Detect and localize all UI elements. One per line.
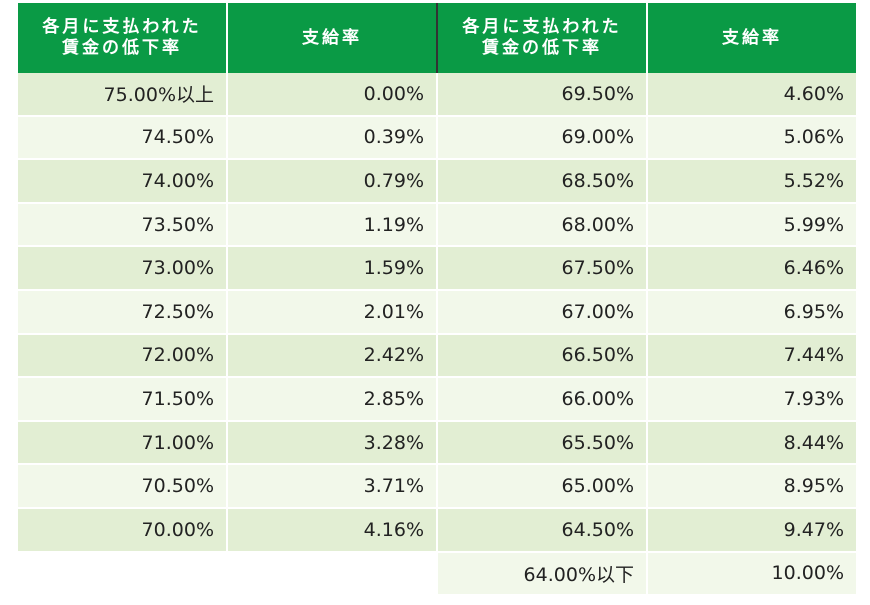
header-text: 賃金の低下率 — [62, 38, 182, 58]
table-cell: 7.44% — [648, 334, 858, 379]
table-cell: 3.71% — [228, 465, 438, 509]
table-cell: 6.95% — [648, 291, 858, 335]
table-cell: 67.00% — [438, 291, 648, 335]
table-cell: 5.06% — [648, 116, 858, 161]
table-cell: 70.50% — [18, 465, 228, 509]
table-cell: 69.50% — [438, 73, 648, 117]
table-cell: 66.00% — [438, 378, 648, 422]
table-cell: 9.47% — [648, 509, 858, 553]
table-cell: 71.50% — [18, 378, 228, 422]
header-text: 各月に支払われた — [462, 17, 622, 37]
table-cell: 0.00% — [228, 73, 438, 117]
table-cell: 5.99% — [648, 203, 858, 248]
table-cell: 68.00% — [438, 203, 648, 248]
table-cell: 73.50% — [18, 203, 228, 248]
table-cell: 2.42% — [228, 334, 438, 379]
table-cell: 75.00%以上 — [18, 73, 228, 117]
table-cell: 4.60% — [648, 73, 858, 117]
table-cell: 64.00%以下 — [438, 552, 648, 597]
header-text: 支給率 — [302, 27, 362, 48]
table-cell: 65.00% — [438, 465, 648, 509]
table-cell: 3.28% — [228, 421, 438, 466]
table-cell: 74.50% — [18, 116, 228, 161]
table-cell: 0.79% — [228, 160, 438, 204]
table-cell: 73.00% — [18, 247, 228, 291]
table-cell: 10.00% — [648, 552, 858, 597]
table-cell: 72.50% — [18, 291, 228, 335]
table-cell: 7.93% — [648, 378, 858, 422]
table-cell: 64.50% — [438, 509, 648, 553]
table-cell: 2.01% — [228, 291, 438, 335]
table-cell: 8.95% — [648, 465, 858, 509]
table-cell: 67.50% — [438, 247, 648, 291]
table-cell: 1.19% — [228, 203, 438, 248]
table-cell: 68.50% — [438, 160, 648, 204]
header-cell: 支給率 — [228, 3, 438, 73]
header-cell: 各月に支払われた 賃金の低下率 — [18, 3, 228, 73]
table-cell: 69.00% — [438, 116, 648, 161]
table-cell: 70.00% — [18, 509, 228, 553]
table-cell: 71.00% — [18, 421, 228, 466]
header-text: 支給率 — [722, 27, 782, 48]
table-cell: 4.16% — [228, 509, 438, 553]
table-cell: 0.39% — [228, 116, 438, 161]
table-cell: 6.46% — [648, 247, 858, 291]
header-text: 賃金の低下率 — [482, 38, 602, 58]
table-cell: 74.00% — [18, 160, 228, 204]
table-cell: 1.59% — [228, 247, 438, 291]
table-cell: 65.50% — [438, 421, 648, 466]
table-cell: 8.44% — [648, 421, 858, 466]
table-cell: 2.85% — [228, 378, 438, 422]
header-cell: 支給率 — [648, 3, 858, 73]
table-cell: 5.52% — [648, 160, 858, 204]
table-cell: 66.50% — [438, 334, 648, 379]
header-cell: 各月に支払われた 賃金の低下率 — [438, 3, 648, 73]
header-text: 各月に支払われた — [42, 17, 202, 37]
table-cell: 72.00% — [18, 334, 228, 379]
